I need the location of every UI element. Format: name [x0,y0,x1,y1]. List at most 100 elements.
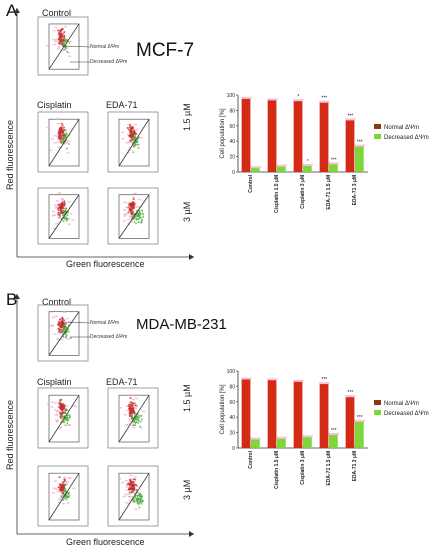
event-dot [58,39,61,42]
event-dot [137,421,140,424]
cell-line-name: MCF-7 [136,40,195,61]
event-dot [56,47,60,50]
event-dot [61,409,64,412]
event-dot [56,135,60,137]
gate-diagonal-line [48,311,80,356]
event-dot [66,409,68,411]
y-tick-label: 100 [227,369,236,375]
error-bar [354,144,365,147]
event-dot [134,404,137,407]
event-dot [65,142,69,144]
event-dot [129,207,132,210]
event-dot [61,494,65,496]
event-dot [66,220,68,222]
x-axis-label: Green fluorescence [66,537,145,547]
event-dot [63,217,66,219]
control-label: Control [42,8,72,18]
flow-plot [107,465,159,527]
event-dot [56,490,60,493]
event-dot [67,218,71,220]
event-dot [131,421,135,424]
event-dot [129,404,132,407]
event-dot [57,498,61,500]
event-dot [63,139,65,142]
event-dot [54,488,58,491]
event-dot [59,402,62,405]
bar [319,384,329,448]
event-dot [66,152,70,154]
event-dot [137,419,140,422]
event-dot [52,43,56,46]
gate-rectangle [48,394,80,443]
event-dot [134,142,137,145]
event-dot [60,35,63,38]
event-dot [131,141,135,144]
legend-label: Normal ΔΨm [384,125,419,131]
event-dot [64,25,68,28]
decreased-gate-label: Decreased ΔΨm [90,59,128,65]
event-dot [126,126,129,129]
event-dot [62,326,64,329]
event-dot [130,412,133,415]
event-dot [57,29,60,32]
event-dot [67,328,70,331]
error-bar [302,163,313,166]
event-dot [65,47,69,49]
event-dot [139,493,142,495]
error-bar [345,395,356,398]
event-dot [59,331,62,334]
event-dot [131,406,134,409]
bar [329,164,338,172]
bar [303,165,312,172]
event-dot [129,215,133,217]
event-dot [132,480,136,483]
event-dot [131,202,134,205]
event-dot [67,496,70,499]
event-dot [60,203,63,206]
event-dot [137,413,140,416]
event-dot [63,204,66,207]
event-dot [133,402,136,405]
event-dot [59,399,62,402]
event-dot [57,321,60,324]
significance-label: *** [357,415,363,421]
event-dot [65,498,68,501]
event-dot [139,415,142,417]
event-dot [61,28,64,31]
event-dot [62,335,65,338]
event-dot [69,213,73,215]
event-dot [142,500,145,503]
event-dot [63,319,66,322]
event-dot [134,478,137,481]
event-dot [63,200,66,203]
event-dot [66,422,69,425]
significance-label: *** [331,157,337,163]
event-dot [129,136,132,139]
event-dot [65,131,68,134]
event-dot [126,409,130,412]
event-dot [56,122,60,125]
event-dot [60,332,64,335]
event-dot [59,329,62,332]
event-dot [67,223,71,225]
event-dot [137,218,140,221]
event-dot [138,506,141,509]
event-dot [61,128,64,131]
error-bar [276,164,287,167]
event-dot [128,126,131,129]
error-bar [267,98,278,101]
event-dot [57,46,61,48]
event-dot [54,26,58,28]
flow-plot [107,111,159,173]
event-dot [134,406,138,408]
chart-y-label: Cell population [%] [220,108,226,158]
event-dot [60,130,63,133]
event-dot [58,330,61,333]
event-dot [60,142,63,144]
event-dot [62,207,65,210]
event-dot [137,497,140,500]
error-bar [345,118,356,121]
gate-diagonal-line [48,394,80,443]
event-dot [61,40,64,43]
event-dot [131,404,134,407]
